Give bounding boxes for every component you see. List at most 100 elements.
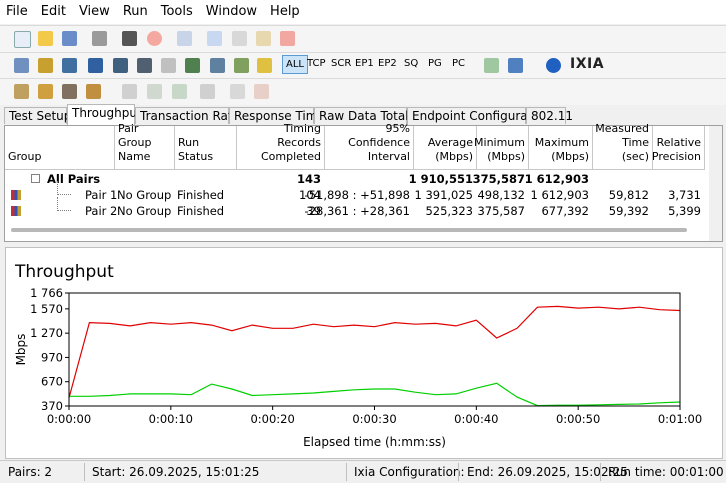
protocol-button[interactable]: PC xyxy=(452,58,466,69)
y-tick-label: 1 570 xyxy=(30,302,63,316)
tab[interactable]: Endpoint Configuration xyxy=(407,107,551,124)
y-tick-label: 1 766 xyxy=(30,286,63,300)
table-cell: 104 xyxy=(299,188,321,202)
column-header: Run Status xyxy=(175,126,237,170)
column-header: Minimum (Mbps) xyxy=(474,126,529,170)
status-separator xyxy=(346,463,347,481)
table-cell: 59,812 xyxy=(608,188,649,202)
x-tick-label: 0:00:20 xyxy=(250,412,294,426)
protocol-button[interactable]: SCR xyxy=(331,58,352,69)
table-cell: No Group xyxy=(117,188,172,202)
scrollbar-thumb xyxy=(11,228,687,232)
tab[interactable]: Throughput xyxy=(67,104,142,125)
table-cell: 39 xyxy=(306,204,321,218)
column-header: Timing Records Completed xyxy=(237,122,325,170)
column-header: Relative Precision xyxy=(652,126,705,170)
x-tick-label: 0:00:40 xyxy=(454,412,498,426)
tree-line xyxy=(57,197,71,211)
collapse-box xyxy=(31,174,40,183)
tab-strip: Test Setup Throughput Transaction Rate Resp… xyxy=(0,104,726,125)
menu-bar: File Edit View Run Tools Window Help xyxy=(0,0,726,24)
status-bar: Pairs: 2 Start: 26.09.2025, 15:01:25 Ixia … xyxy=(0,460,726,483)
pair-icon xyxy=(11,190,21,200)
table-cell: 5,399 xyxy=(668,204,701,218)
table-cell: Finished xyxy=(177,188,225,202)
table-cell: Finished xyxy=(177,204,225,218)
table-cell: 1 612,903 xyxy=(524,172,589,186)
y-tick-label: 670 xyxy=(41,375,63,389)
tab[interactable]: Transaction Rate xyxy=(135,107,240,124)
table-cell: Pair 1 xyxy=(85,188,118,202)
results-table: Group Pair Group Name Run Status Timing Rec… xyxy=(4,122,723,242)
protocol-button[interactable]: EP1 xyxy=(355,58,374,69)
column-header: Group xyxy=(5,126,115,170)
column-header: 95% Confidence Interval xyxy=(325,122,414,170)
table-cell: Pair 2 xyxy=(85,204,118,218)
table-cell: 375,587 xyxy=(472,172,525,186)
protocol-button[interactable]: ALL xyxy=(282,55,308,74)
toolbar: ALL TCP SCR EP1 EP2 SQ PG PC IXIA xyxy=(0,52,726,79)
table-cell: 677,392 xyxy=(541,204,589,218)
table-cell: No Group xyxy=(117,204,172,218)
series-line xyxy=(68,305,681,399)
table-cell: 1 391,025 xyxy=(414,188,473,202)
x-tick-label: 0:00:00 xyxy=(47,412,91,426)
status-field: Pairs: 2 xyxy=(8,465,53,479)
chart-panel: Throughput Mbps Elapsed time (h:mm:ss) 370 6… xyxy=(5,247,723,459)
chart-title: Throughput xyxy=(14,262,114,282)
table-cell: 143 xyxy=(296,172,321,186)
menu-item[interactable]: Window xyxy=(205,4,258,19)
table-cell: 525,323 xyxy=(425,204,473,218)
toolbar xyxy=(0,78,726,105)
column-header: Average (Mbps) xyxy=(414,126,477,170)
tree-line xyxy=(57,181,71,195)
y-tick-label: 370 xyxy=(41,399,63,413)
menu-item[interactable]: Edit xyxy=(40,4,66,19)
menu-item[interactable]: Help xyxy=(270,4,300,19)
y-tick-label: 970 xyxy=(41,350,63,364)
status-separator xyxy=(458,463,459,481)
x-tick-label: 0:01:00 xyxy=(658,412,702,426)
pair-icon xyxy=(11,206,21,216)
table-cell: 59,392 xyxy=(608,204,649,218)
menu-item[interactable]: Tools xyxy=(160,4,193,19)
status-separator xyxy=(600,463,601,481)
status-field: Ixia Configuration: xyxy=(354,465,465,479)
status-separator xyxy=(84,463,85,481)
tab[interactable]: Raw Data Totals xyxy=(314,107,415,124)
table-cell: 498,132 xyxy=(477,188,525,202)
tab[interactable]: 802.11 xyxy=(526,107,573,124)
protocol-button[interactable]: SQ xyxy=(404,58,419,69)
y-tick-label: 1 270 xyxy=(30,326,63,340)
menu-item[interactable]: Run xyxy=(122,4,148,19)
x-axis-label: Elapsed time (h:mm:ss) xyxy=(303,435,446,449)
toolbar xyxy=(0,25,726,52)
column-header: Maximum (Mbps) xyxy=(529,126,593,170)
status-field: Start: 26.09.2025, 15:01:25 xyxy=(92,465,260,479)
table-cell: 1 910,551 xyxy=(408,172,473,186)
plot-frame xyxy=(68,292,681,407)
scrollbar xyxy=(709,126,722,241)
status-field: Run time: 00:01:00 xyxy=(608,465,724,479)
tab[interactable]: Response Time xyxy=(229,107,325,124)
table-cell: 3,731 xyxy=(668,188,701,202)
table-cell: -51,898 : +51,898 xyxy=(304,188,410,202)
tab[interactable]: Test Setup xyxy=(4,107,71,124)
column-header: Pair Group Name xyxy=(115,122,175,170)
protocol-button[interactable]: TCP xyxy=(307,58,326,69)
table-cell: 375,587 xyxy=(477,204,525,218)
brand: IXIA xyxy=(570,56,605,72)
x-tick-label: 0:00:10 xyxy=(149,412,193,426)
menu-item[interactable]: File xyxy=(6,4,28,19)
series-line xyxy=(69,382,681,407)
menu-item[interactable]: View xyxy=(78,4,110,19)
chart: Throughput Mbps Elapsed time (h:mm:ss) 370 6… xyxy=(14,262,702,449)
table-cell: -28,361 : +28,361 xyxy=(304,204,410,218)
x-tick-label: 0:00:50 xyxy=(556,412,600,426)
table-cell: 1 612,903 xyxy=(530,188,589,202)
table-cell: All Pairs xyxy=(47,172,101,186)
protocol-button[interactable]: EP2 xyxy=(378,58,397,69)
protocol-button[interactable]: PG xyxy=(428,58,442,69)
column-header: Measured Time (sec) xyxy=(593,122,653,170)
